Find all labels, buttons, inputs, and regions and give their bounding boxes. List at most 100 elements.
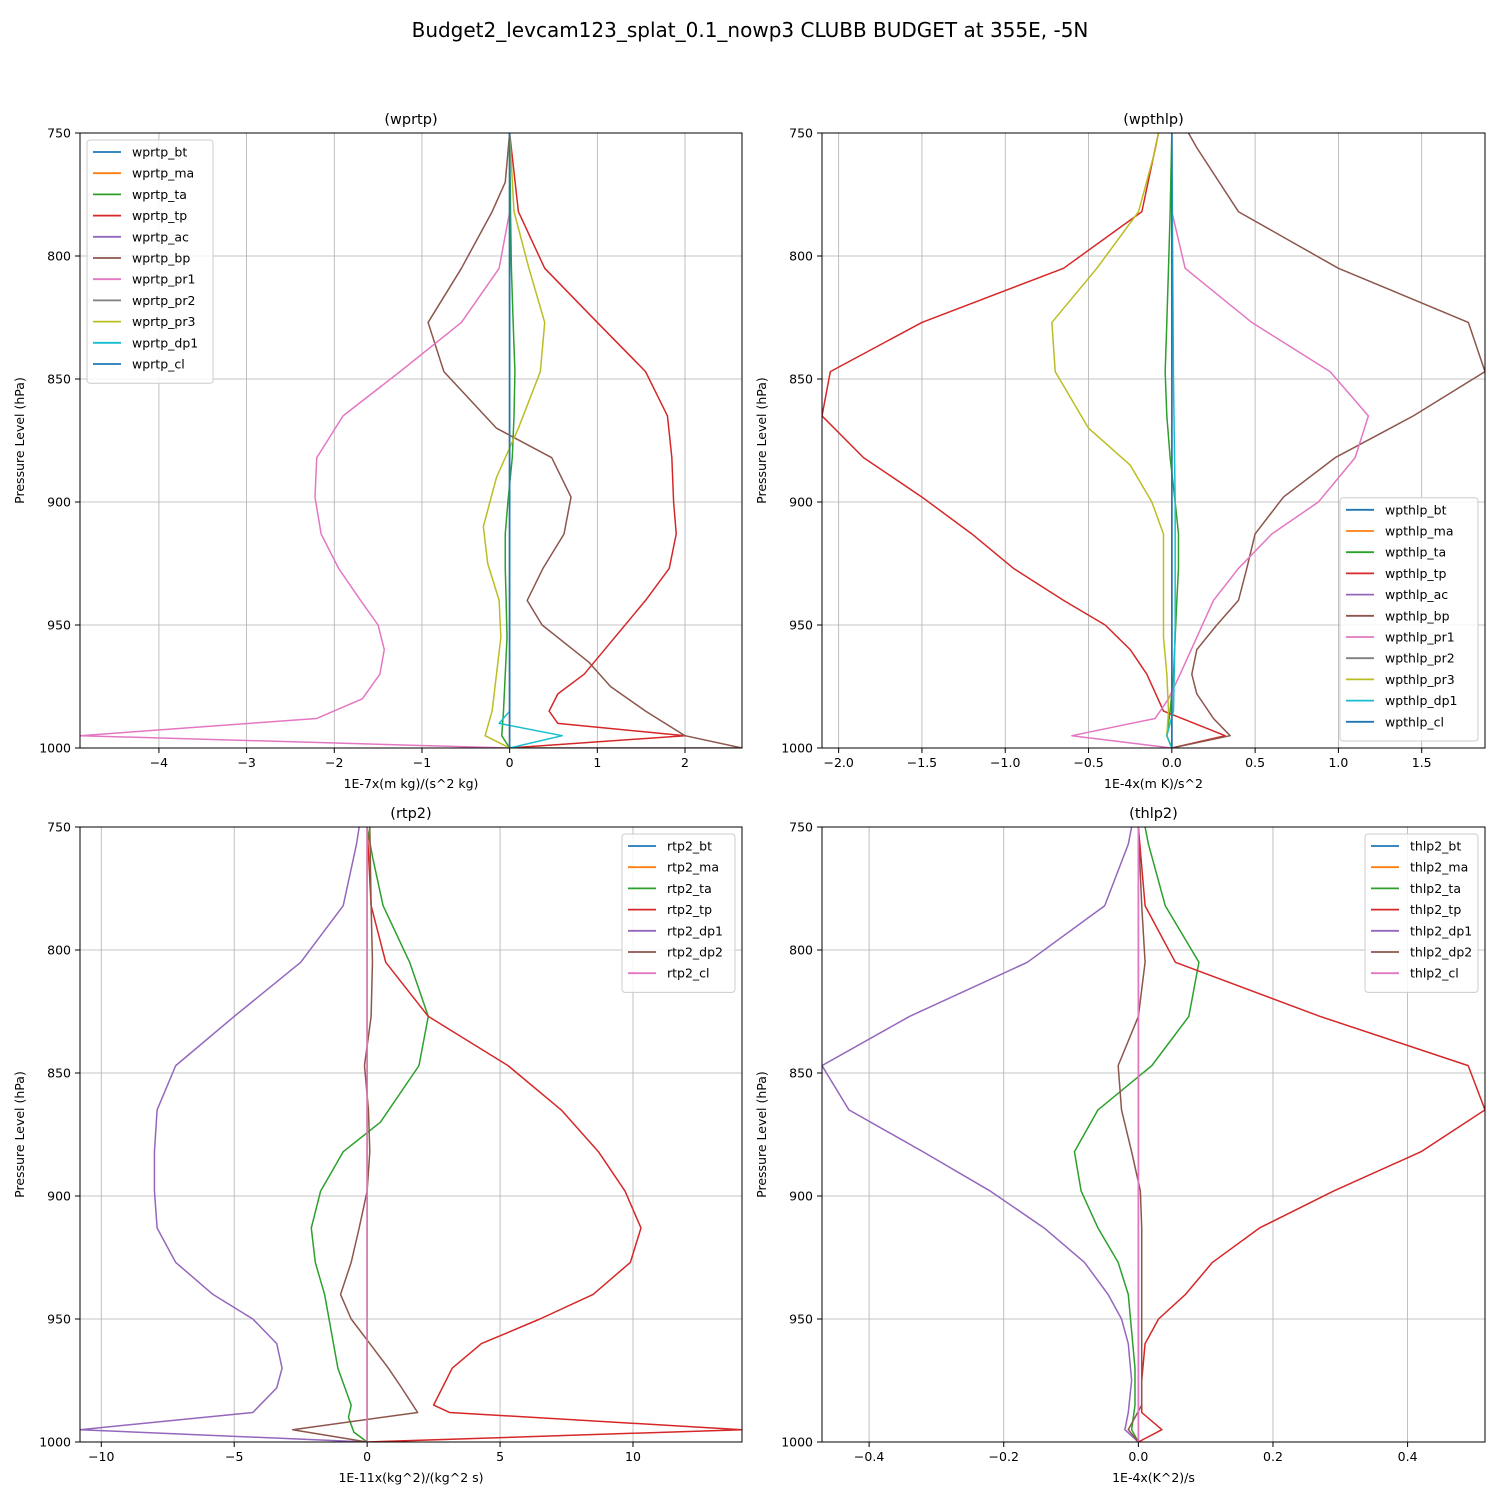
- legend-entry: wprtp_ma: [132, 166, 194, 181]
- legend: wprtp_bt wprtp_ma wprtp_ta wprtp_tp wprtp_ac…: [86, 139, 214, 384]
- x-tick-label: −1.0: [990, 755, 1020, 770]
- panel-title: (wprtp): [384, 112, 437, 128]
- y-tick-label: 850: [47, 1066, 71, 1081]
- y-tick-label: 950: [47, 618, 71, 633]
- series-line-wpthlp_pr3: [1051, 133, 1173, 748]
- y-tick-label: 800: [47, 249, 71, 264]
- legend-entry: thlp2_tp: [1410, 902, 1461, 917]
- x-tick-label: 2: [681, 755, 689, 770]
- legend-entry: wprtp_ta: [132, 187, 187, 202]
- legend-entry: thlp2_dp2: [1410, 945, 1472, 960]
- series-line-wprtp_bp: [427, 133, 742, 748]
- series-line-rtp2_tp: [366, 827, 742, 1442]
- x-axis-label: 1E-11x(kg^2)/(kg^2 s): [338, 1470, 483, 1485]
- series-group: [80, 827, 742, 1442]
- x-tick-label: 1.0: [1328, 755, 1348, 770]
- series-line-thlp2_dp2: [1117, 827, 1146, 1442]
- x-tick-label: 1: [593, 755, 601, 770]
- y-tick-label: 800: [789, 249, 813, 264]
- legend-entry: wprtp_bp: [132, 251, 190, 266]
- panel-title: (rtp2): [390, 806, 431, 822]
- series-line-wpthlp_bp: [1171, 133, 1485, 748]
- legend-entry: wpthlp_bp: [1385, 608, 1450, 623]
- x-tick-label: 0.5: [1245, 755, 1265, 770]
- plot-frame: [821, 826, 1486, 1443]
- chart-panel-1: −2.0 −1.5 −1.0 −0.5 0.0 0.5 1.0 1.5 750 800 850 900…: [754, 112, 1486, 791]
- legend-entry: thlp2_ma: [1410, 860, 1468, 875]
- y-tick-label: 750: [47, 126, 71, 141]
- chart-panel-2: −10 −5 0 5 10 750 800 850 900 950 1000 (rtp2) 1E-11x…: [12, 806, 743, 1485]
- x-tick-label: −1: [413, 755, 431, 770]
- x-tick-label: −2.0: [823, 755, 853, 770]
- legend-entry: thlp2_ta: [1410, 881, 1461, 896]
- y-tick-label: 950: [789, 618, 813, 633]
- y-tick-label: 800: [47, 943, 71, 958]
- legend-entry: wpthlp_cl: [1385, 714, 1444, 729]
- chart-panel-0: −4 −3 −2 −1 0 1 2 750 800 850 900 950 1000 (wprtp) 1E-…: [12, 112, 743, 791]
- y-tick-label: 1000: [781, 1435, 813, 1450]
- x-tick-label: −0.4: [854, 1449, 884, 1464]
- x-tick-label: 0.0: [1162, 755, 1182, 770]
- y-tick-label: 950: [789, 1312, 813, 1327]
- x-tick-label: 5: [496, 1449, 504, 1464]
- y-tick-label: 750: [789, 820, 813, 835]
- x-tick-label: 0.2: [1263, 1449, 1283, 1464]
- legend-entry: wprtp_pr1: [132, 272, 195, 287]
- legend-entry: wpthlp_pr3: [1385, 672, 1455, 687]
- series-line-rtp2_dp2: [291, 827, 419, 1442]
- legend: rtp2_bt rtp2_ma rtp2_ta rtp2_tp rtp2_dp1 rtp2…: [621, 833, 736, 993]
- legend-entry: wprtp_ac: [132, 229, 189, 244]
- y-tick-label: 900: [789, 1189, 813, 1204]
- y-tick-label: 1000: [39, 741, 71, 756]
- y-tick-label: 750: [47, 820, 71, 835]
- legend-entry: rtp2_tp: [667, 902, 712, 917]
- legend-entry: rtp2_dp2: [667, 945, 723, 960]
- series-group: [822, 133, 1485, 748]
- y-tick-label: 850: [789, 1066, 813, 1081]
- series-group: [822, 827, 1485, 1442]
- legend: thlp2_bt thlp2_ma thlp2_ta thlp2_tp thlp2_dp…: [1364, 833, 1479, 993]
- series-line-wpthlp_tp: [822, 133, 1226, 748]
- y-tick-label: 850: [789, 372, 813, 387]
- y-tick-label: 900: [47, 495, 71, 510]
- legend-entry: wpthlp_pr2: [1385, 651, 1455, 666]
- legend-entry: wprtp_cl: [132, 357, 185, 372]
- figure-title: Budget2_levcam123_splat_0.1_nowp3 CLUBB …: [412, 18, 1089, 42]
- y-tick-label: 950: [47, 1312, 71, 1327]
- legend-entry: wprtp_pr3: [132, 314, 195, 329]
- x-tick-label: 0.4: [1398, 1449, 1418, 1464]
- y-tick-label: 900: [47, 1189, 71, 1204]
- y-tick-label: 1000: [781, 741, 813, 756]
- legend-entry: rtp2_bt: [667, 839, 712, 854]
- x-tick-label: −0.5: [1073, 755, 1103, 770]
- plot-frame: [821, 132, 1486, 749]
- panel-title: (wpthlp): [1123, 112, 1184, 128]
- y-tick-label: 750: [789, 126, 813, 141]
- legend-entry: wprtp_dp1: [132, 335, 198, 350]
- series-line-thlp2_dp1: [822, 827, 1139, 1442]
- y-tick-label: 850: [47, 372, 71, 387]
- x-tick-label: 10: [625, 1449, 641, 1464]
- x-axis-label: 1E-4x(m K)/s^2: [1104, 776, 1203, 791]
- x-tick-label: −3: [237, 755, 255, 770]
- y-tick-label: 1000: [39, 1435, 71, 1450]
- legend-entry: rtp2_dp1: [667, 923, 723, 938]
- legend-entry: wprtp_tp: [132, 208, 187, 223]
- panel-title: (thlp2): [1129, 806, 1178, 822]
- legend-entry: wpthlp_tp: [1385, 566, 1447, 581]
- series-line-thlp2_ta: [1073, 827, 1200, 1442]
- legend-entry: wpthlp_bt: [1385, 502, 1447, 517]
- y-axis-label: Pressure Level (hPa): [12, 377, 27, 504]
- legend-entry: wpthlp_ac: [1385, 587, 1448, 602]
- legend-entry: wprtp_pr2: [132, 293, 195, 308]
- chart-panels: −4 −3 −2 −1 0 1 27508008509009501000(wprtp)1E-…: [12, 112, 1486, 1485]
- x-axis-label: 1E-7x(m kg)/(s^2 kg): [344, 776, 479, 791]
- series-line-rtp2_dp1: [80, 827, 368, 1442]
- x-tick-label: −10: [88, 1449, 114, 1464]
- legend-entry: thlp2_cl: [1410, 966, 1459, 981]
- legend-entry: thlp2_bt: [1410, 839, 1461, 854]
- y-axis-label: Pressure Level (hPa): [754, 377, 769, 504]
- plot-frame: [79, 826, 743, 1443]
- x-tick-label: −4: [150, 755, 168, 770]
